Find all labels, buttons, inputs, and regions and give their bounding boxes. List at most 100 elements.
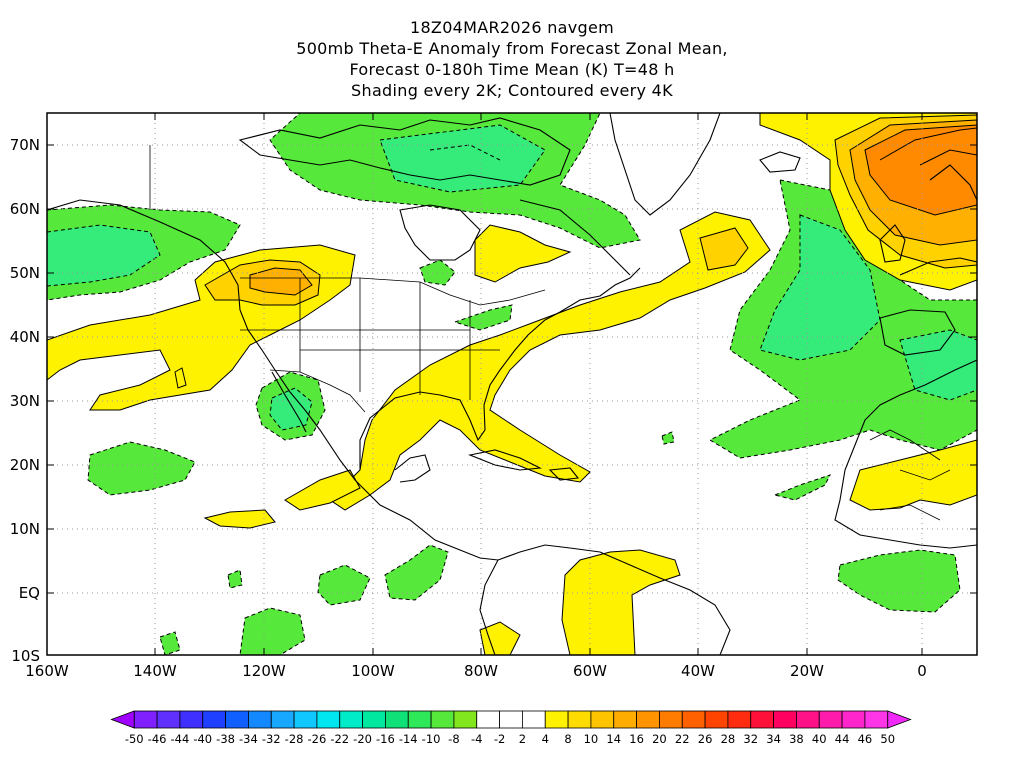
coastline-africa-west <box>834 359 977 549</box>
x-tick-label: 0 <box>917 662 927 680</box>
coastline-british-isles <box>879 224 906 263</box>
map-plot-area <box>47 113 977 655</box>
colorbar-label: 32 <box>743 732 758 746</box>
colorbar-label: -26 <box>308 732 327 746</box>
coastline-new-england <box>559 267 641 313</box>
colorbar-label: 4 <box>542 732 549 746</box>
coastline-yucatan <box>394 454 431 483</box>
colorbar-swatch <box>636 710 660 729</box>
axis-tick-marks <box>46 113 977 656</box>
coastline-south-america <box>497 544 731 655</box>
border-us-mexico <box>269 369 366 413</box>
border-africa <box>869 429 951 521</box>
colorbar-swatch <box>270 710 295 729</box>
yellow-field-pacific-island-1 <box>174 367 187 389</box>
green-field-east-pacific-1 <box>317 564 371 606</box>
colorbar-swatch <box>293 710 318 729</box>
x-tick-label: 100W <box>351 662 395 680</box>
green-field-small-atlantic <box>661 431 675 445</box>
colorbar-swatch <box>864 710 889 729</box>
contour-europe-1 <box>879 127 977 161</box>
x-tick-label: 160W <box>25 662 69 680</box>
colorbar-label: 16 <box>629 732 644 746</box>
colorbar-label: 34 <box>766 732 781 746</box>
colorbar-label: 40 <box>812 732 827 746</box>
colorbar-label: 26 <box>698 732 713 746</box>
colorbar-label: 28 <box>721 732 736 746</box>
colorbar-label: -22 <box>330 732 349 746</box>
colorbar-swatch <box>225 710 249 729</box>
green-field-east-pacific-5 <box>159 631 181 655</box>
colorbar-label: -8 <box>448 732 459 746</box>
y-tick-label: 50N <box>10 264 40 282</box>
colorbar-swatch <box>773 710 797 729</box>
green-field-great-lakes <box>453 304 513 331</box>
colorbar-label: 22 <box>675 732 690 746</box>
y-axis-labels: 70N 60N 50N 40N 30N 20N 10N EQ 10S <box>10 136 40 665</box>
green-field-east-pacific-2 <box>384 544 449 601</box>
colorbar-label: -38 <box>216 732 235 746</box>
map-title-line-1: 18Z04MAR2026 navgem <box>409 18 615 37</box>
colorbar-label: 14 <box>606 732 621 746</box>
colorbar-swatch <box>796 710 820 729</box>
colorbar <box>110 710 912 729</box>
colorbar-swatch <box>659 710 683 729</box>
colorbar-label: -40 <box>193 732 212 746</box>
coastline-north-america-west <box>47 199 499 561</box>
deep-orange-field-europe <box>864 124 977 216</box>
colorbar-swatch <box>476 710 500 729</box>
x-tick-label: 140W <box>133 662 177 680</box>
coastline-scandinavia <box>929 164 977 201</box>
green-field-subtropical-pacific <box>87 441 196 496</box>
colorbar-arrow-low <box>110 710 135 729</box>
colorbar-label: -50 <box>125 732 144 746</box>
colorbar-label: -4 <box>471 732 482 746</box>
colorbar-arrow-high <box>887 710 912 729</box>
colorbar-swatch <box>385 710 409 729</box>
colorbar-swatch <box>430 710 455 729</box>
colorbar-label: 20 <box>652 732 667 746</box>
colorbar-swatch <box>202 710 226 729</box>
yellow-field-west-africa <box>849 439 977 511</box>
colorbar-label: -32 <box>262 732 281 746</box>
green-field-tropical-atlantic <box>773 474 831 501</box>
yellow-field-pacific-northwest-core <box>249 267 313 296</box>
colorbar-swatch <box>567 710 592 729</box>
colorbar-swatch <box>407 710 432 729</box>
coastline-greenland <box>609 113 721 216</box>
colorbar-swatch <box>750 710 774 729</box>
x-tick-label: 60W <box>573 662 607 680</box>
colorbar-swatch <box>704 710 729 729</box>
yellow-field-baffin <box>474 224 572 283</box>
colorbar-swatch <box>590 710 615 729</box>
x-tick-label: 120W <box>242 662 286 680</box>
yellow-field-andes <box>479 621 521 655</box>
colorbar-label: 2 <box>519 732 526 746</box>
coastline-hudson-bay <box>399 204 481 261</box>
colorbar-label: -14 <box>399 732 418 746</box>
coastline-gulf-of-mexico <box>359 311 561 470</box>
coastline-baja <box>271 371 307 433</box>
colorbar-label: 8 <box>564 732 571 746</box>
green-field-baja-core <box>269 387 313 431</box>
map-title-line-4: Shading every 2K; Contoured every 4K <box>351 81 673 100</box>
green-field-north-atlantic-core <box>759 214 881 361</box>
x-axis-labels: 160W 140W 120W 100W 80W 60W 40W 20W 0 <box>25 662 927 680</box>
anomaly-shading <box>47 113 977 655</box>
y-tick-label: 10S <box>11 647 40 665</box>
colorbar-swatch <box>727 710 752 729</box>
colorbar-label: 10 <box>584 732 599 746</box>
colorbar-swatch <box>316 710 341 729</box>
colorbar-swatch <box>179 710 204 729</box>
colorbar-swatch <box>133 710 158 729</box>
green-field-east-pacific-4 <box>227 569 243 589</box>
coastline-europe-north <box>899 257 977 276</box>
coastline-south-america-west <box>479 559 499 655</box>
colorbar-label: -34 <box>239 732 258 746</box>
y-tick-label: 20N <box>10 456 40 474</box>
colorbar-label: -2 <box>494 732 505 746</box>
yellow-field-mexico <box>284 469 361 511</box>
colorbar-label: 46 <box>858 732 873 746</box>
colorbar-swatch <box>522 710 546 729</box>
colorbar-labels: -50 -46 -44 -40 -38 -34 -32 -28 -26 -22 -20 -16 -14-… <box>125 732 895 746</box>
